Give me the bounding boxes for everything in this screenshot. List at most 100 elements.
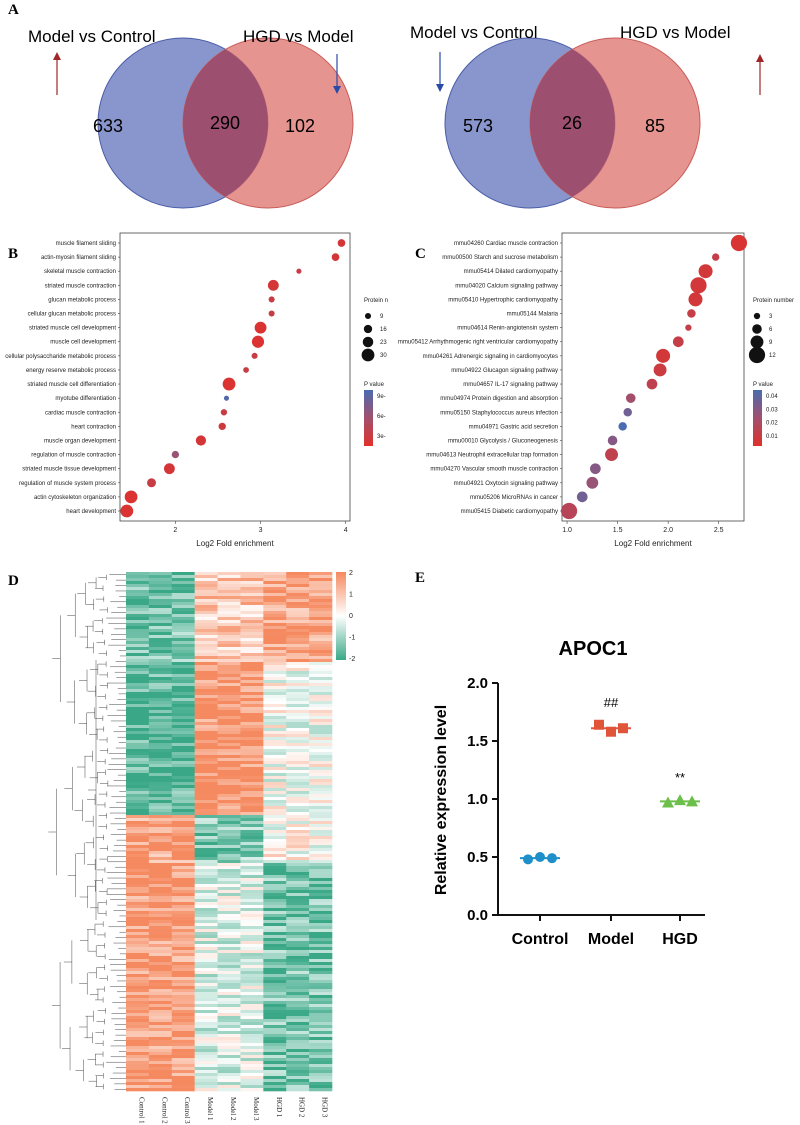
heatmap-cell (126, 947, 150, 951)
heatmap-cell (171, 653, 195, 657)
heatmap-cell (217, 908, 241, 912)
heatmap-cell (148, 1049, 173, 1053)
heatmap-cell (126, 575, 150, 579)
heatmap-cell (309, 944, 333, 948)
heatmap-cell (126, 899, 150, 903)
enrichment-point (607, 435, 618, 446)
heatmap-cell (286, 857, 310, 861)
heatmap-cell (148, 632, 173, 636)
heatmap-cell (126, 911, 150, 915)
heatmap-cell (240, 578, 264, 582)
heatmap-cell (240, 626, 264, 630)
heatmap-cell (171, 851, 195, 855)
heatmap-cell (240, 572, 264, 576)
heatmap-cell (148, 956, 173, 960)
heatmap-cell (126, 704, 150, 708)
heatmap-cell (126, 1046, 150, 1050)
heatmap-cell (309, 1043, 333, 1047)
heatmap-cell (126, 674, 150, 678)
heatmap-cell (309, 866, 333, 870)
heatmap-cell (309, 830, 333, 834)
enrichment-point (586, 476, 599, 489)
heatmap-cell (286, 740, 310, 744)
heatmap-cell (126, 974, 150, 978)
heatmap-cell (240, 611, 264, 615)
heatmap-cell (217, 989, 241, 993)
x-tick-label: 4 (344, 527, 348, 534)
heatmap-cell (171, 869, 195, 873)
heatmap-cell (263, 1079, 287, 1083)
heatmap-cell (286, 1037, 310, 1041)
term-label: actin cytoskeleton organization (34, 495, 116, 501)
heatmap-cell (126, 833, 150, 837)
heatmap-cell (148, 863, 173, 867)
heatmap-cell (217, 968, 241, 972)
heatmap-cell (286, 845, 310, 849)
heatmap-cell (171, 614, 195, 618)
heatmap-cell (263, 1037, 287, 1041)
heatmap-cell (309, 605, 333, 609)
heatmap-cell (148, 707, 173, 711)
heatmap-cell (309, 758, 333, 762)
heatmap-cell (286, 947, 310, 951)
enrichment-point (331, 253, 340, 261)
heatmap-cell (194, 809, 218, 813)
heatmap-cell (240, 680, 264, 684)
heatmap-cell (309, 857, 333, 861)
heatmap-cell (240, 683, 264, 687)
heatmap-cell (286, 851, 310, 855)
heatmap-cell (126, 1064, 150, 1068)
heatmap-cell (240, 1067, 264, 1071)
heatmap-cell (309, 731, 333, 735)
heatmap-cell (240, 596, 264, 600)
heatmap-cell (263, 767, 287, 771)
heatmap-cell (148, 767, 173, 771)
heatmap-cell (240, 806, 264, 810)
heatmap-cell (217, 791, 241, 795)
heatmap-cell (263, 596, 287, 600)
plot-b-color-legend-title: P value (364, 382, 385, 388)
heatmap-cell (240, 1085, 264, 1089)
heatmap-cell (194, 1010, 218, 1014)
heatmap-cell (240, 773, 264, 777)
heatmap-cell (217, 734, 241, 738)
heatmap-cell (148, 836, 173, 840)
heatmap-cell (309, 926, 333, 930)
heatmap-cell (126, 758, 150, 762)
heatmap-cell (148, 686, 173, 690)
heatmap-cell (148, 596, 173, 600)
heatmap-cell (286, 665, 310, 669)
heatmap-cell (286, 1070, 310, 1074)
heatmap-cell (286, 974, 310, 978)
heatmap-cell (148, 731, 173, 735)
heatmap-cell (217, 1004, 241, 1008)
heatmap-cell (171, 578, 195, 582)
heatmap-cell (194, 875, 218, 879)
heatmap-cell (194, 746, 218, 750)
heatmap-cell (286, 608, 310, 612)
heatmap-cell (240, 698, 264, 702)
heatmap-cell (286, 683, 310, 687)
heatmap-cell (240, 977, 264, 981)
heatmap-cell (309, 1079, 333, 1083)
x-tick-label: 1.0 (562, 527, 572, 534)
heatmap-cell (171, 617, 195, 621)
heatmap-cell (286, 878, 310, 882)
heatmap-cell (309, 821, 333, 825)
heatmap-cell (286, 629, 310, 633)
heatmap-cell (240, 941, 264, 945)
heatmap-cell (217, 1049, 241, 1053)
heatmap-cell (171, 887, 195, 891)
heatmap-cell (171, 872, 195, 876)
heatmap-cell (171, 902, 195, 906)
heatmap-cell (286, 572, 310, 576)
heatmap-cell (148, 647, 173, 651)
term-label: striated muscle cell differentiation (27, 382, 116, 388)
heatmap-cell (240, 1001, 264, 1005)
heatmap-cell (126, 977, 150, 981)
heatmap-cell (263, 908, 287, 912)
heatmap-cell (171, 1016, 195, 1020)
term-label: mmu05150 Staphylococcus aureus infection (440, 410, 558, 416)
heatmap-cell (309, 839, 333, 843)
heatmap-cell (309, 1058, 333, 1062)
